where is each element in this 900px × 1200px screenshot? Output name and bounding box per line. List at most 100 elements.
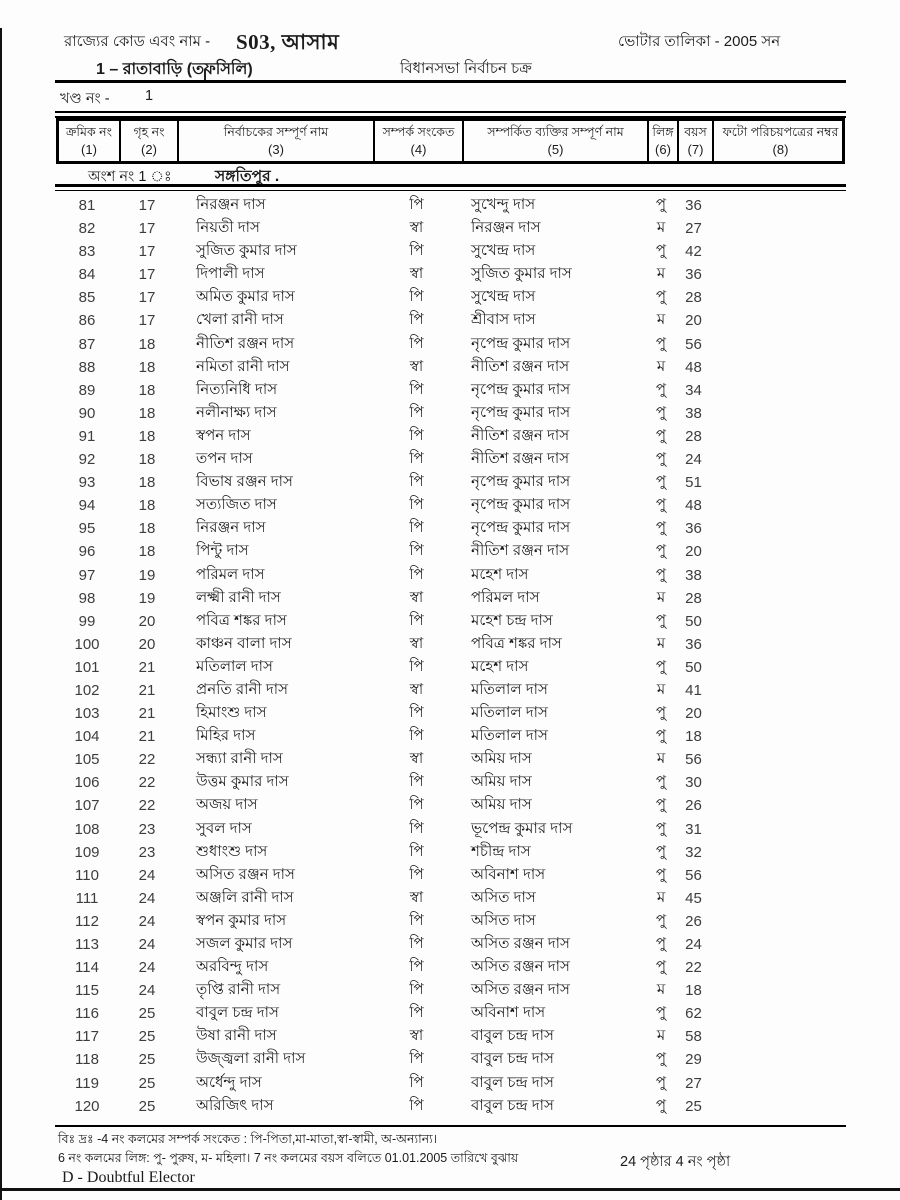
cell-age: 30 xyxy=(685,774,702,792)
cell-house-no: 18 xyxy=(138,427,156,445)
cell-elector-name: নিয়তী দাস xyxy=(196,219,260,237)
cell-gender: পু xyxy=(655,773,667,791)
cell-gender: পু xyxy=(655,519,667,537)
part-number-label: খণ্ড নং - xyxy=(60,91,110,107)
cell-relative-name: মহেশ দাস xyxy=(471,657,529,675)
cell-gender: পু xyxy=(655,1050,667,1068)
cell-age: 48 xyxy=(685,497,702,515)
cell-serial-no: 91 xyxy=(78,427,96,445)
cell-elector-name: অরিজিৎ দাস xyxy=(196,1096,274,1114)
cell-relation-code: পি xyxy=(409,981,424,999)
table-row: 93 18 বিভাষ রঞ্জন দাস পি নৃপেন্দ্র কুমার… xyxy=(56,470,845,493)
cell-house-no: 18 xyxy=(138,404,156,422)
cell-house-no: 22 xyxy=(138,774,156,792)
cell-house-no: 25 xyxy=(138,1028,156,1046)
table-header-cell: ক্রমিক নং (1) xyxy=(59,121,121,161)
column-label: লিঙ্গ xyxy=(652,124,674,139)
cell-house-no: 17 xyxy=(138,197,156,214)
table-row: 84 17 দিপালী দাস স্বা সুজিত কুমার দাস ম … xyxy=(56,262,845,285)
cell-house-no: 18 xyxy=(138,543,156,561)
cell-elector-name: হিমাংশু দাস xyxy=(196,704,267,722)
cell-relative-name: নৃপেন্দ্র কুমার দাস xyxy=(471,473,571,491)
cell-elector-name: সুজিত কুমার দাস xyxy=(196,242,297,260)
table-row: 96 18 পিন্টু দাস পি নীতিশ রঞ্জন দাস পু 2… xyxy=(56,539,845,562)
footer-note-doubtful-elector: D - Doubtful Elector xyxy=(62,1169,195,1186)
cell-elector-name: পিন্টু দাস xyxy=(196,542,249,560)
table-row: 97 19 পরিমল দাস পি মহেশ দাস পু 38 xyxy=(56,563,845,586)
cell-elector-name: মিহির দাস xyxy=(196,727,256,745)
cell-house-no: 21 xyxy=(138,681,156,699)
cell-gender: পু xyxy=(655,1073,667,1091)
column-number: (4) xyxy=(410,141,427,157)
cell-house-no: 18 xyxy=(138,520,156,538)
cell-relative-name: মতিলাল দাস xyxy=(471,704,548,722)
cell-gender: ম xyxy=(656,888,666,906)
cell-gender: পু xyxy=(655,450,667,468)
cell-house-no: 17 xyxy=(138,312,156,330)
cell-elector-name: অমিত কুমার দাস xyxy=(196,288,295,306)
cell-house-no: 21 xyxy=(138,705,156,723)
divider-footer xyxy=(55,1125,846,1127)
cell-age: 20 xyxy=(685,312,702,330)
cell-relative-name: পবিত্র শঙ্কর দাস xyxy=(471,634,562,652)
section-number-label: অংশ নং 1 ঃ xyxy=(88,169,172,185)
cell-relation-code: স্বা xyxy=(409,1027,424,1045)
constituency-name: 1 – রাতাবাড়ি (তফসিলি) xyxy=(96,61,253,78)
divider-part-b xyxy=(55,116,846,118)
column-number: (2) xyxy=(141,141,157,157)
cell-gender: ম xyxy=(656,981,666,999)
table-row: 105 22 সন্ধ্যা রানী দাস স্বা অমিয় দাস ম… xyxy=(56,747,845,770)
cell-serial-no: 92 xyxy=(78,451,96,469)
cell-relative-name: শ্রীবাস দাস xyxy=(471,311,536,329)
table-row: 86 17 খেলা রানী দাস পি শ্রীবাস দাস ম 20 xyxy=(56,308,845,331)
cell-serial-no: 86 xyxy=(78,312,96,330)
cell-serial-no: 81 xyxy=(78,197,96,214)
cell-elector-name: সুবল দাস xyxy=(196,819,252,837)
cell-elector-name: লক্ষ্মী রানী দাস xyxy=(196,588,281,606)
cell-relation-code: পি xyxy=(409,865,424,883)
footer-note-gender-age: 6 নং কলমের লিঙ্গ: পু- পুরুষ, ম- মহিলা। 7… xyxy=(58,1151,519,1165)
cell-relative-name: নৃপেন্দ্র কুমার দাস xyxy=(471,519,571,537)
cell-serial-no: 103 xyxy=(74,705,100,723)
cell-house-no: 17 xyxy=(138,243,156,261)
cell-age: 36 xyxy=(685,266,702,284)
cell-relation-code: পি xyxy=(409,819,424,837)
column-label: ফটো পরিচয়পত্রের নম্বর xyxy=(722,124,839,139)
page-edge-bottom xyxy=(0,1188,900,1191)
cell-relative-name: মহেশ দাস xyxy=(471,565,529,583)
cell-serial-no: 97 xyxy=(78,566,96,584)
cell-relative-name: বাবুল চন্দ্র দাস xyxy=(471,1027,554,1045)
cell-relation-code: পি xyxy=(409,311,424,329)
cell-age: 31 xyxy=(685,820,702,838)
cell-age: 27 xyxy=(685,220,702,238)
cell-relation-code: পি xyxy=(409,473,424,491)
cell-relative-name: নৃপেন্দ্র কুমার দাস xyxy=(471,496,571,514)
cell-relative-name: অসিত রঞ্জন দাস xyxy=(471,935,570,952)
cell-elector-name: অজয় দাস xyxy=(196,796,258,814)
cell-age: 20 xyxy=(685,705,702,723)
cell-serial-no: 89 xyxy=(78,381,96,399)
cell-relative-name: অবিনাশ দাস xyxy=(471,1004,546,1022)
cell-age: 62 xyxy=(685,1005,702,1023)
table-header: ক্রমিক নং (1) গৃহ নং (2) নির্বাচকের সম্প… xyxy=(56,118,845,164)
cell-gender: পু xyxy=(655,565,667,583)
cell-gender: পু xyxy=(655,1096,667,1114)
column-number: (6) xyxy=(655,141,671,157)
cell-relation-code: পি xyxy=(409,519,424,537)
cell-relative-name: অসিত দাস xyxy=(471,911,536,929)
cell-relation-code: পি xyxy=(409,911,424,929)
cell-serial-no: 100 xyxy=(74,635,100,653)
cell-relative-name: অসিত রঞ্জন দাস xyxy=(471,981,570,999)
cell-relation-code: স্বা xyxy=(409,750,424,768)
cell-elector-name: কাঞ্চন বালা দাস xyxy=(196,634,292,652)
cell-house-no: 18 xyxy=(138,381,156,399)
cell-elector-name: তৃপ্তি রানী দাস xyxy=(196,981,281,999)
cell-house-no: 24 xyxy=(138,866,156,884)
cell-house-no: 25 xyxy=(138,1005,156,1023)
table-row: 89 18 নিত্যনিধি দাস পি নৃপেন্দ্র কুমার দ… xyxy=(56,378,845,401)
column-label: ক্রমিক নং xyxy=(65,124,113,139)
cell-house-no: 25 xyxy=(138,1051,156,1069)
cell-house-no: 17 xyxy=(138,289,156,307)
cell-house-no: 20 xyxy=(138,635,156,653)
cell-age: 28 xyxy=(685,427,702,445)
